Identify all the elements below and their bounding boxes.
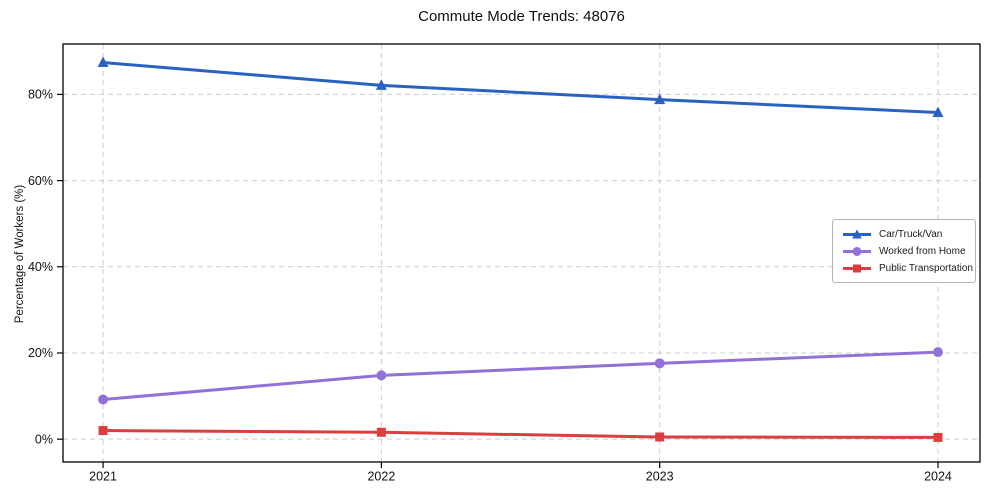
y-tick-label: 60% <box>28 174 53 188</box>
legend-label-worked-from-home: Worked from Home <box>879 245 966 257</box>
x-tick-label: 2021 <box>89 470 117 484</box>
y-tick-label: 20% <box>28 346 53 360</box>
circle-marker-icon <box>376 370 387 381</box>
circle-marker-icon <box>98 394 109 405</box>
square-marker-icon <box>933 432 943 442</box>
circle-marker-icon <box>654 358 665 369</box>
triangle-marker-icon <box>843 229 871 238</box>
y-tick-label: 40% <box>28 260 53 274</box>
square-marker-icon <box>655 432 665 442</box>
series-line-public-transportation <box>101 429 940 439</box>
plot-border <box>62 43 981 463</box>
legend-item-public-transportation: Public Transportation <box>842 260 973 276</box>
legend-item-worked-from-home: Worked from Home <box>842 243 967 259</box>
circle-marker-icon <box>932 347 943 358</box>
legend: Car/Truck/Van Worked from Home Public Tran… <box>832 219 976 283</box>
legend-label-public-transportation: Public Transportation <box>879 262 973 274</box>
square-marker-icon <box>843 264 871 272</box>
x-tick-label: 2024 <box>924 470 952 484</box>
series-line-worked-from-home <box>101 350 940 402</box>
square-marker-icon <box>376 427 386 437</box>
circle-marker-icon <box>843 246 871 256</box>
chart-title: Commute Mode Trends: 48076 <box>418 8 625 25</box>
x-tick-label: 2022 <box>367 470 395 484</box>
x-tick-label: 2023 <box>646 470 674 484</box>
square-marker-icon <box>98 426 108 436</box>
triangle-marker-icon <box>654 93 666 105</box>
triangle-marker-icon <box>932 106 944 118</box>
series-line-car-truck-van <box>101 61 940 115</box>
y-tick-label: 80% <box>28 88 53 102</box>
triangle-marker-icon <box>97 56 109 68</box>
legend-item-car-truck-van: Car/Truck/Van <box>842 226 967 242</box>
legend-label-car-truck-van: Car/Truck/Van <box>879 228 943 240</box>
y-tick-label: 0% <box>35 432 53 446</box>
triangle-marker-icon <box>375 79 387 90</box>
